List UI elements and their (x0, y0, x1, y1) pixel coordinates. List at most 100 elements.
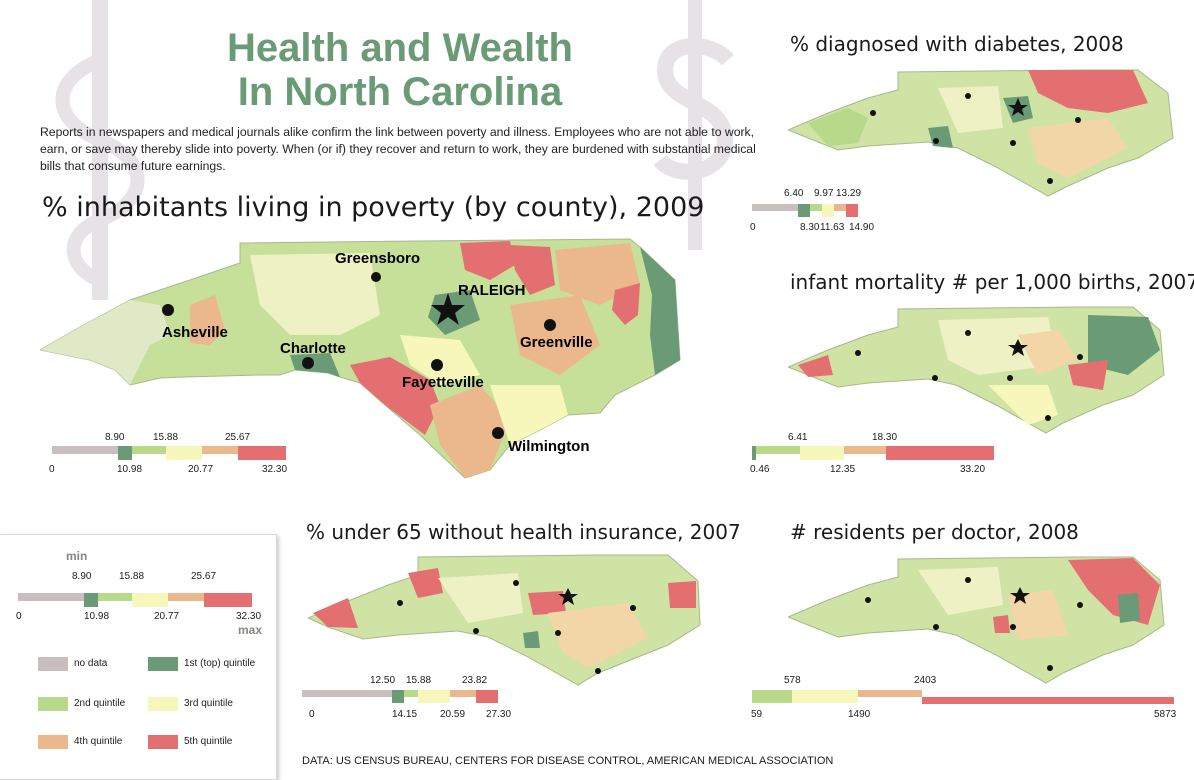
main-legend-bar-q1 (118, 446, 132, 460)
key-v0: 0 (16, 611, 22, 622)
diabetes-legend-bar-q3 (822, 204, 834, 217)
doctors-legend-bar-q4 (858, 690, 922, 697)
insurance-legend-v0: 0 (309, 709, 315, 720)
diabetes-legend-bar-q4 (834, 204, 846, 211)
label-greensboro: Greensboro (335, 250, 420, 267)
insurance-dot-charlotte (473, 628, 479, 634)
diabetes-map-title: % diagnosed with diabetes, 2008 (790, 32, 1124, 56)
insurance-region-coast-q5 (668, 581, 696, 608)
greensboro-dot (371, 272, 381, 282)
main-legend-bar-q2 (132, 446, 166, 454)
infant-dot-greensboro (965, 330, 971, 336)
insurance-region-northwest-q5 (408, 568, 443, 598)
doctors-dot-greensboro (965, 577, 971, 583)
key-label-q1: 1st (top) quintile (184, 658, 256, 669)
caduceus-watermark-icon (40, 0, 160, 304)
diabetes-legend-v3: 9.97 (814, 188, 834, 199)
key-label-q4: 4th quintile (74, 736, 123, 747)
main-legend-bar-q3 (166, 446, 202, 460)
infant-region-northeast-q1 (1088, 315, 1160, 375)
doctors-region-q5 (993, 615, 1010, 633)
infant-dot-asheville (855, 350, 861, 356)
diabetes-region-piedmont (938, 86, 1003, 133)
source-credit: DATA: US CENSUS BUREAU, CENTERS FOR DISE… (302, 755, 834, 767)
diabetes-legend-v2: 8.30 (800, 222, 820, 233)
raleigh-star-icon (431, 293, 465, 325)
key-v2: 10.98 (84, 611, 110, 622)
region-asheville-q4 (190, 295, 225, 345)
insurance-dot-wilmington (595, 668, 601, 674)
region-greenville-q4 (510, 295, 600, 375)
infant-legend-v5: 33.20 (960, 464, 986, 475)
insurance-dot-greensboro (513, 580, 519, 586)
infant-map (788, 306, 1165, 434)
insurance-region-southeast (548, 603, 648, 668)
infant-legend-v3: 12.35 (830, 464, 856, 475)
diabetes-legend-v6: 14.90 (849, 222, 875, 233)
infant-legend-bar-q3 (800, 446, 844, 460)
main-legend-bar-q4 (202, 446, 238, 454)
main-legend-v0: 0 (49, 464, 55, 475)
key-bar-q5 (204, 593, 252, 607)
doctors-dot-fayetteville (1010, 624, 1016, 630)
region-piedmont-q3 (250, 253, 380, 335)
infant-dot-charlotte (932, 375, 938, 381)
key-label-nodata: no data (74, 658, 108, 669)
diabetes-legend-bar-nodata (752, 204, 798, 211)
label-asheville: Asheville (162, 324, 228, 341)
doctors-legend-bar-q2 (752, 690, 792, 703)
main-legend-bar-nodata (52, 446, 118, 454)
insurance-region-piedmont (438, 573, 523, 623)
greenville-dot (544, 319, 556, 331)
key-v3: 15.88 (119, 571, 145, 582)
label-wilmington: Wilmington (508, 438, 590, 455)
key-swatch-nodata (38, 657, 68, 671)
intro-paragraph: Reports in newspapers and medical journa… (40, 125, 756, 173)
key-v6: 32.30 (236, 611, 262, 622)
diabetes-dot-charlotte (933, 138, 939, 144)
diabetes-region-west (808, 108, 868, 146)
key-bar-q4 (168, 593, 204, 601)
key-swatch-q2 (38, 697, 68, 711)
insurance-region-west-q5 (313, 598, 358, 628)
key-v5: 25.67 (191, 571, 217, 582)
insurance-legend-v5: 23.82 (462, 675, 488, 686)
key-bar-nodata (18, 593, 84, 601)
infant-region-west-q5 (798, 355, 833, 377)
key-bar-q3 (132, 593, 168, 607)
infant-raleigh-star-icon (1008, 339, 1028, 356)
insurance-legend-bar-q3 (418, 690, 450, 703)
infant-region-southeast (988, 385, 1058, 425)
label-greenville: Greenville (520, 334, 593, 351)
main-map-title: % inhabitants living in poverty (by coun… (42, 192, 705, 223)
main-poverty-map: Greensboro RALEIGH Asheville Charlotte G… (40, 238, 681, 479)
diabetes-dot-greenville (1075, 117, 1081, 123)
diabetes-legend-v5: 13.29 (836, 188, 862, 199)
insurance-dot-fayetteville (555, 630, 561, 636)
diabetes-legend-v1: 6.40 (784, 188, 804, 199)
diabetes-raleigh-star-icon (1008, 98, 1028, 116)
region-outerbanks-q1 (640, 247, 680, 375)
region-mountains (40, 300, 170, 385)
key-bar-q1 (84, 593, 98, 607)
key-panel: min 0 8.90 10.98 15.88 20.77 25.67 32.30… (0, 534, 277, 780)
insurance-legend-bar-nodata (302, 690, 392, 697)
main-legend-v2: 10.98 (117, 464, 143, 475)
key-v1: 8.90 (72, 571, 92, 582)
key-label-q3: 3rd quintile (184, 698, 233, 709)
key-swatch-q5 (148, 735, 178, 749)
diabetes-legend-v0: 0 (750, 222, 756, 233)
infant-region-central-q4 (1018, 330, 1078, 375)
infant-dot-fayetteville (1007, 375, 1013, 381)
main-legend-v3: 15.88 (153, 432, 179, 443)
insurance-map-title: % under 65 without health insurance, 200… (306, 520, 741, 544)
main-legend-v6: 32.30 (262, 464, 288, 475)
doctors-legend-v4: 2403 (914, 675, 937, 686)
key-max-label: max (238, 623, 263, 637)
doctors-dot-greenville (1077, 602, 1083, 608)
key-label-q2: 2nd quintile (74, 698, 126, 709)
page-title: Health and Wealth In North Carolina (150, 26, 650, 114)
doctors-legend-bar-q3 (792, 690, 858, 703)
doctors-map (788, 556, 1165, 684)
insurance-region-central-q5 (528, 591, 566, 615)
